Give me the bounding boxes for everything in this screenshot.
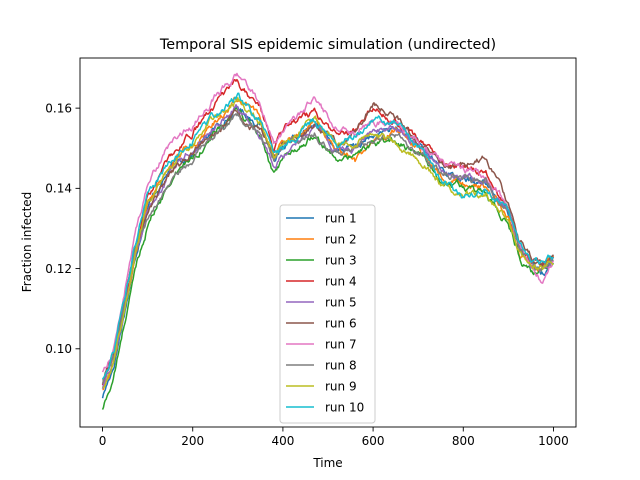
- x-tick-label: 200: [181, 434, 204, 448]
- series-line-3: [101, 107, 555, 410]
- series-line-9: [102, 96, 554, 389]
- y-tick-label: 0.16: [45, 101, 72, 115]
- series-line-10: [101, 92, 554, 380]
- x-tick-label: 1000: [538, 434, 569, 448]
- legend-label: run 10: [325, 401, 364, 415]
- legend: run 1 run 2 run 3 run 4 run 5 run 6 run 7 run 8…: [279, 204, 376, 424]
- legend-label: run 7: [325, 338, 357, 352]
- legend-label: run 1: [325, 212, 357, 226]
- series-line-8: [101, 112, 554, 384]
- legend-label: run 4: [325, 275, 357, 289]
- y-tick-label: 0.12: [45, 262, 72, 276]
- y-tick-label: 0.14: [45, 182, 72, 196]
- y-axis-label: Fraction infected: [20, 192, 34, 293]
- plot-area-frame: [79, 57, 577, 428]
- y-axis-ticks: 0.10 0.12 0.14 0.16: [45, 101, 80, 356]
- x-tick-label: 0: [99, 434, 107, 448]
- legend-label: run 2: [325, 233, 357, 247]
- x-tick-label: 600: [362, 434, 385, 448]
- y-tick-label: 0.10: [45, 342, 72, 356]
- x-axis-label: Time: [312, 456, 342, 470]
- chart-title: Temporal SIS epidemic simulation (undire…: [159, 37, 496, 53]
- legend-label: run 8: [325, 359, 357, 373]
- legend-label: run 5: [325, 296, 357, 310]
- x-tick-label: 800: [452, 434, 475, 448]
- series-line-4: [101, 78, 555, 386]
- x-axis-ticks: 0 200 400 600 800 1000: [99, 427, 569, 448]
- series-line-7: [101, 72, 555, 373]
- x-tick-label: 400: [271, 434, 294, 448]
- legend-label: run 9: [325, 380, 357, 394]
- legend-label: run 6: [325, 317, 357, 331]
- series-layer: [101, 72, 555, 410]
- legend-label: run 3: [325, 254, 357, 268]
